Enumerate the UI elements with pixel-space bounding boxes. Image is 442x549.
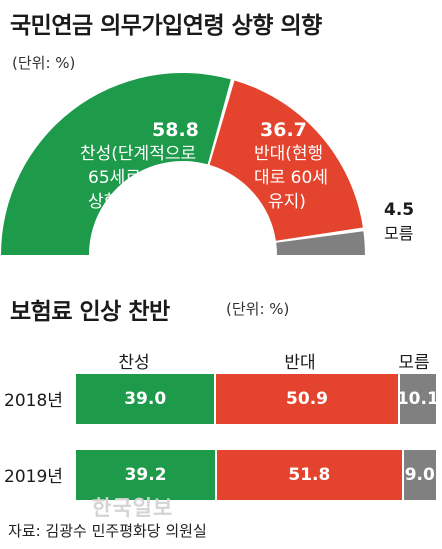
donut-text-disagree-line3: 유지): [268, 192, 306, 212]
donut-value-disagree: 36.7: [260, 119, 307, 141]
legend-disagree: 반대: [284, 353, 316, 373]
bar-row-1: 39.2 51.8 9.0: [76, 450, 436, 500]
legend-agree: 찬성: [118, 353, 150, 373]
bar-row-label-1: 2019년: [4, 467, 63, 487]
donut-slice-disagree: [209, 80, 363, 241]
donut-label-disagree: 36.7 반대(현행 대로 60세 유지): [254, 118, 328, 214]
donut-text-agree-line1: 찬성(단계적으로: [80, 144, 197, 164]
donut-text-disagree-line1: 반대(현행: [254, 144, 324, 164]
bar-row-0: 39.0 50.9 10.1: [76, 374, 436, 424]
donut-text-agree-line2: 65세로: [88, 168, 141, 188]
bar-segment-unknown-1: 9.0: [403, 450, 436, 500]
donut-slice-agree: [1, 73, 231, 255]
bar-segment-unknown-0: 10.1: [399, 374, 436, 424]
donut-slice-unknown: [276, 231, 365, 255]
donut-text-unknown: 모름: [384, 224, 414, 243]
donut-chart-unit: (단위: %): [12, 54, 76, 72]
donut-value-agree: 58.8: [152, 119, 199, 141]
bar-segment-agree-0: 39.0: [76, 374, 217, 424]
bar-chart-title: 보험료 인상 찬반: [10, 299, 170, 325]
bar-segment-disagree-0: 50.9: [216, 374, 400, 424]
donut-text-agree-line3: 상향): [88, 192, 126, 212]
watermark: 한국일보: [92, 496, 174, 520]
donut-value-unknown: 4.5: [384, 200, 415, 220]
source-note: 자료: 김광수 민주평화당 의원실: [8, 522, 207, 540]
donut-chart-title: 국민연금 의무가입연령 상향 의향: [10, 13, 322, 39]
donut-label-agree: 58.8 찬성(단계적으로 65세로 상향): [80, 118, 199, 214]
bar-segment-agree-1: 39.2: [76, 450, 218, 500]
legend-unknown: 모름: [398, 353, 430, 373]
donut-chart: [1, 73, 365, 255]
bar-segment-disagree-1: 51.8: [217, 450, 404, 500]
bar-chart-unit: (단위: %): [226, 300, 290, 318]
donut-text-disagree-line2: 대로 60세: [254, 168, 328, 188]
donut-label-unknown: 4.5 모름: [384, 198, 414, 246]
bar-row-label-0: 2018년: [4, 391, 63, 411]
